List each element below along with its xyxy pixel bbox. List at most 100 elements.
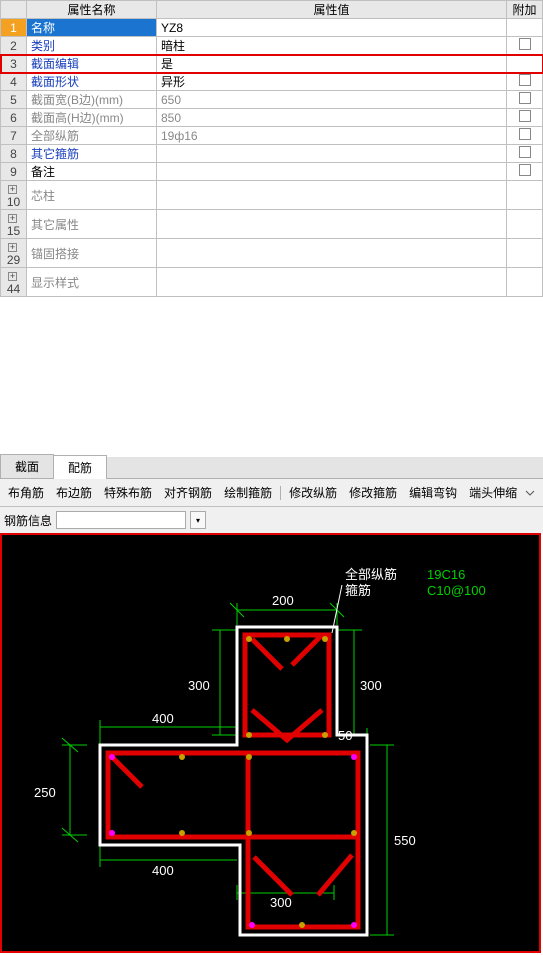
- separator: [280, 486, 281, 500]
- table-row[interactable]: 6截面高(H边)(mm)850: [1, 109, 543, 127]
- tab-section[interactable]: 截面: [0, 454, 54, 478]
- section-diagram: 全部纵筋 箍筋 19C16 C10@100 200 300 300 400 50…: [0, 533, 541, 953]
- table-row[interactable]: +15其它属性: [1, 210, 543, 239]
- property-table: 属性名称 属性值 附加 1名称YZ82类别暗柱3截面编辑是4截面形状异形5截面宽…: [0, 0, 543, 297]
- prop-attach[interactable]: [507, 19, 543, 37]
- btn-align-bar[interactable]: 对齐钢筋: [160, 482, 216, 503]
- prop-attach[interactable]: [507, 163, 543, 181]
- row-number[interactable]: 7: [1, 127, 27, 145]
- row-number[interactable]: +29: [1, 239, 27, 268]
- table-row[interactable]: 4截面形状异形: [1, 73, 543, 91]
- dim-300c: 300: [270, 895, 292, 910]
- prop-attach[interactable]: [507, 268, 543, 297]
- prop-name[interactable]: 全部纵筋: [27, 127, 157, 145]
- prop-attach[interactable]: [507, 145, 543, 163]
- row-number[interactable]: 3: [1, 55, 27, 73]
- header-blank: [1, 1, 27, 19]
- prop-name[interactable]: 截面形状: [27, 73, 157, 91]
- prop-name[interactable]: 备注: [27, 163, 157, 181]
- row-number[interactable]: +10: [1, 181, 27, 210]
- checkbox-icon[interactable]: [519, 164, 531, 176]
- expand-icon[interactable]: +: [8, 272, 17, 281]
- btn-special-bar[interactable]: 特殊布筋: [100, 482, 156, 503]
- table-row[interactable]: +29锚固搭接: [1, 239, 543, 268]
- prop-value[interactable]: 850: [157, 109, 507, 127]
- btn-draw-stirrup[interactable]: 绘制箍筋: [220, 482, 276, 503]
- row-number[interactable]: 4: [1, 73, 27, 91]
- prop-attach[interactable]: [507, 210, 543, 239]
- row-number[interactable]: 6: [1, 109, 27, 127]
- row-number[interactable]: 5: [1, 91, 27, 109]
- table-row[interactable]: 1名称YZ8: [1, 19, 543, 37]
- table-row[interactable]: 8其它箍筋: [1, 145, 543, 163]
- row-number[interactable]: +15: [1, 210, 27, 239]
- prop-name[interactable]: 其它属性: [27, 210, 157, 239]
- row-number[interactable]: 9: [1, 163, 27, 181]
- prop-name[interactable]: 类别: [27, 37, 157, 55]
- prop-attach[interactable]: [507, 109, 543, 127]
- prop-attach[interactable]: [507, 37, 543, 55]
- prop-value[interactable]: 异形: [157, 73, 507, 91]
- checkbox-icon[interactable]: [519, 146, 531, 158]
- btn-mod-stirrup[interactable]: 修改箍筋: [345, 482, 401, 503]
- prop-value[interactable]: [157, 268, 507, 297]
- table-row[interactable]: 9备注: [1, 163, 543, 181]
- checkbox-icon[interactable]: [519, 74, 531, 86]
- prop-name[interactable]: 显示样式: [27, 268, 157, 297]
- rebar-dots: [109, 636, 357, 928]
- prop-attach[interactable]: [507, 91, 543, 109]
- header-name: 属性名称: [27, 1, 157, 19]
- btn-mod-long[interactable]: 修改纵筋: [285, 482, 341, 503]
- prop-value[interactable]: [157, 239, 507, 268]
- prop-name[interactable]: 锚固搭接: [27, 239, 157, 268]
- btn-edit-hook[interactable]: 编辑弯钩: [405, 482, 461, 503]
- checkbox-icon[interactable]: [519, 38, 531, 50]
- prop-value[interactable]: 650: [157, 91, 507, 109]
- rebar-info-dropdown[interactable]: ▾: [190, 511, 206, 529]
- prop-value[interactable]: 暗柱: [157, 37, 507, 55]
- checkbox-icon[interactable]: [519, 128, 531, 140]
- prop-value[interactable]: YZ8: [157, 19, 507, 37]
- checkbox-icon[interactable]: [519, 92, 531, 104]
- expand-icon[interactable]: +: [8, 243, 17, 252]
- tab-rebar[interactable]: 配筋: [53, 455, 107, 479]
- chevron-down-icon[interactable]: [525, 488, 535, 498]
- prop-value[interactable]: [157, 181, 507, 210]
- diagram-svg: 全部纵筋 箍筋 19C16 C10@100 200 300 300 400 50…: [2, 535, 543, 955]
- prop-attach[interactable]: [507, 127, 543, 145]
- table-row[interactable]: +44显示样式: [1, 268, 543, 297]
- prop-attach[interactable]: [507, 55, 543, 73]
- btn-edge-bar[interactable]: 布边筋: [52, 482, 96, 503]
- prop-name[interactable]: 名称: [27, 19, 157, 37]
- row-number[interactable]: +44: [1, 268, 27, 297]
- btn-end-extend[interactable]: 端头伸缩: [465, 482, 521, 503]
- row-number[interactable]: 2: [1, 37, 27, 55]
- annot-19c16: 19C16: [427, 567, 465, 582]
- table-row[interactable]: 7全部纵筋19ф16: [1, 127, 543, 145]
- prop-attach[interactable]: [507, 239, 543, 268]
- prop-value[interactable]: [157, 210, 507, 239]
- table-row[interactable]: +10芯柱: [1, 181, 543, 210]
- prop-name[interactable]: 截面宽(B边)(mm): [27, 91, 157, 109]
- prop-attach[interactable]: [507, 73, 543, 91]
- expand-icon[interactable]: +: [8, 185, 17, 194]
- rebar-info-row: 钢筋信息 ▾: [0, 507, 543, 533]
- prop-attach[interactable]: [507, 181, 543, 210]
- row-number[interactable]: 1: [1, 19, 27, 37]
- prop-name[interactable]: 截面编辑: [27, 55, 157, 73]
- table-row[interactable]: 2类别暗柱: [1, 37, 543, 55]
- checkbox-icon[interactable]: [519, 110, 531, 122]
- prop-value[interactable]: 19ф16: [157, 127, 507, 145]
- prop-value[interactable]: [157, 163, 507, 181]
- row-number[interactable]: 8: [1, 145, 27, 163]
- prop-value[interactable]: [157, 145, 507, 163]
- prop-name[interactable]: 截面高(H边)(mm): [27, 109, 157, 127]
- expand-icon[interactable]: +: [8, 214, 17, 223]
- table-row[interactable]: 5截面宽(B边)(mm)650: [1, 91, 543, 109]
- prop-name[interactable]: 其它箍筋: [27, 145, 157, 163]
- prop-value[interactable]: 是: [157, 55, 507, 73]
- table-row[interactable]: 3截面编辑是: [1, 55, 543, 73]
- btn-corner-bar[interactable]: 布角筋: [4, 482, 48, 503]
- prop-name[interactable]: 芯柱: [27, 181, 157, 210]
- rebar-info-input[interactable]: [56, 511, 186, 529]
